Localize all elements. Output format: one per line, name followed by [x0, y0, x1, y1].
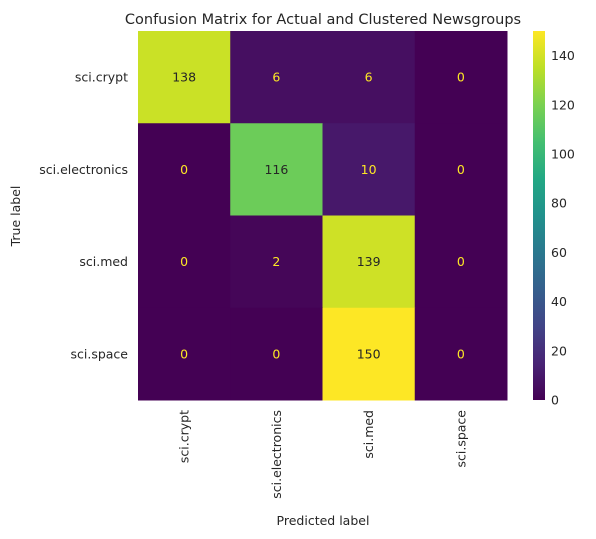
y-tick-label: sci.crypt: [75, 70, 128, 85]
heatmap-cell: [322, 123, 416, 216]
cell-value: 6: [272, 70, 280, 85]
x-axis-label: Predicted label: [277, 513, 370, 528]
x-tick-label: sci.crypt: [177, 410, 192, 463]
cell-value: 10: [361, 162, 377, 177]
x-tick-label: sci.electronics: [269, 410, 284, 499]
cell-value: 0: [457, 346, 465, 361]
cell-value: 2: [272, 254, 280, 269]
colorbar-tick-label: 140: [551, 48, 575, 63]
y-tick-label: sci.electronics: [39, 162, 128, 177]
cell-value: 0: [457, 70, 465, 85]
heatmap-cell: [230, 123, 323, 216]
cell-value: 150: [357, 346, 381, 361]
heatmap-cell: [230, 307, 323, 401]
heatmap-cells: [138, 31, 508, 401]
heatmap-cell: [414, 307, 508, 401]
cell-value: 0: [272, 346, 280, 361]
colorbar: [533, 31, 545, 400]
heatmap-cell: [230, 215, 323, 309]
cell-value: 6: [365, 70, 373, 85]
colorbar-tick-label: 60: [551, 245, 567, 260]
cell-value: 139: [357, 254, 381, 269]
heatmap-cell: [414, 215, 508, 309]
heatmap-cell: [230, 31, 323, 124]
colorbar-tick-label: 20: [551, 343, 567, 358]
heatmap-cell: [138, 31, 231, 124]
cell-value: 0: [180, 162, 188, 177]
cell-value: 0: [457, 162, 465, 177]
cell-value: 116: [264, 162, 288, 177]
heatmap-cell: [138, 215, 231, 309]
colorbar-tick-labels: 0 20 40 60 80 100 120 140: [551, 48, 575, 407]
colorbar-tick-label: 100: [551, 147, 575, 162]
y-tick-label: sci.space: [70, 346, 128, 361]
heatmap-cell: [322, 307, 416, 401]
heatmap-cell: [414, 123, 508, 216]
colorbar-tick-label: 0: [551, 393, 559, 408]
cell-value: 138: [172, 70, 196, 85]
y-axis-label: True label: [8, 186, 23, 248]
colorbar-tick-label: 40: [551, 294, 567, 309]
x-tick-label: sci.space: [453, 410, 468, 468]
heatmap-cell: [138, 307, 231, 401]
x-tick-labels: sci.crypt sci.electronics sci.med sci.space: [177, 410, 469, 499]
cell-value-labels: 138 6 6 0 0 116 10 0 0 2 139 0 0 0 150 0: [172, 70, 465, 362]
x-tick-label: sci.med: [361, 410, 376, 459]
cell-value: 0: [457, 254, 465, 269]
colorbar-tick-label: 80: [551, 196, 567, 211]
heatmap-cell: [414, 31, 508, 124]
heatmap-cell: [322, 215, 416, 309]
y-tick-label: sci.med: [79, 254, 128, 269]
cell-value: 0: [180, 346, 188, 361]
y-tick-labels: sci.crypt sci.electronics sci.med sci.space: [39, 70, 128, 362]
chart-title: Confusion Matrix for Actual and Clustere…: [125, 12, 521, 28]
heatmap-cell: [138, 123, 231, 216]
colorbar-tick-label: 120: [551, 97, 575, 112]
heatmap-cell: [322, 31, 416, 124]
cell-value: 0: [180, 254, 188, 269]
